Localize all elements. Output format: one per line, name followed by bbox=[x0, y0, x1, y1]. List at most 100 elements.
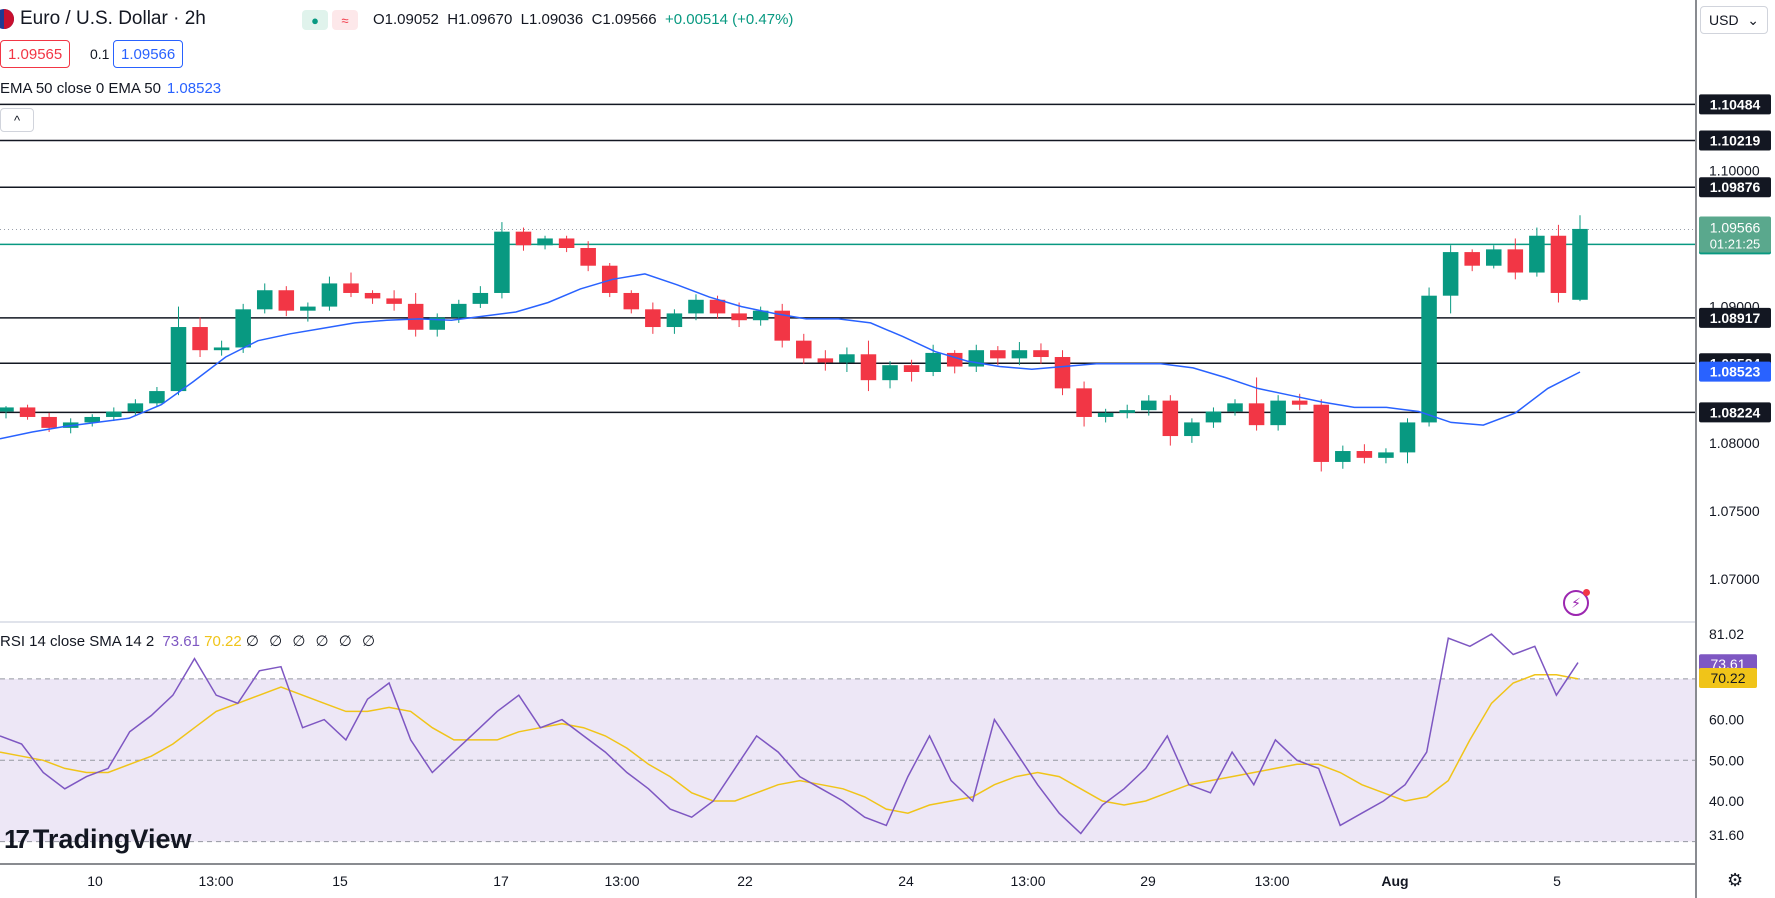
candle-body[interactable] bbox=[709, 299, 726, 314]
candle-body[interactable] bbox=[1442, 252, 1459, 296]
candle-body[interactable] bbox=[494, 231, 510, 293]
candle-body[interactable] bbox=[1464, 252, 1480, 266]
currency-select[interactable]: USD ⌄ bbox=[1700, 6, 1768, 34]
candle-body[interactable] bbox=[451, 303, 467, 318]
candle-body[interactable] bbox=[84, 416, 101, 423]
candle-body[interactable] bbox=[127, 403, 144, 412]
candle-body[interactable] bbox=[192, 327, 208, 351]
candle-body[interactable] bbox=[321, 283, 338, 307]
candle-body[interactable] bbox=[731, 313, 747, 321]
candle-body[interactable] bbox=[1227, 403, 1243, 412]
candle-body[interactable] bbox=[1399, 422, 1416, 453]
candle-body[interactable] bbox=[256, 290, 273, 310]
tradingview-logo[interactable]: 17 TradingView bbox=[4, 824, 191, 855]
rsi-line[interactable] bbox=[0, 633, 1579, 835]
rsi-legend[interactable]: RSI 14 close SMA 14 2 73.61 70.22 ∅ ∅ ∅ … bbox=[0, 632, 378, 650]
candle-body[interactable] bbox=[1335, 451, 1351, 462]
candle-body[interactable] bbox=[515, 231, 532, 246]
candle-body[interactable] bbox=[925, 352, 941, 372]
price-axis-tick-label: 1.08000 bbox=[1709, 435, 1760, 451]
candle-body[interactable] bbox=[688, 299, 704, 314]
candle-body[interactable] bbox=[1485, 249, 1502, 266]
candle-body[interactable] bbox=[796, 340, 812, 359]
collapse-legend-button[interactable]: ^ bbox=[0, 108, 34, 132]
candle-body[interactable] bbox=[580, 248, 596, 266]
candle-body[interactable] bbox=[752, 310, 769, 321]
candle-body[interactable] bbox=[19, 407, 36, 417]
candle-body[interactable] bbox=[537, 238, 553, 246]
candle-body[interactable] bbox=[623, 292, 640, 310]
candle-body[interactable] bbox=[386, 298, 402, 304]
candle-body[interactable] bbox=[774, 310, 790, 341]
candle-body[interactable] bbox=[1205, 411, 1222, 423]
candle-body[interactable] bbox=[1248, 403, 1265, 426]
candle-body[interactable] bbox=[364, 292, 381, 299]
candle-body[interactable] bbox=[1507, 249, 1524, 273]
time-axis-tick-label: 13:00 bbox=[604, 873, 639, 889]
candle-body[interactable] bbox=[343, 283, 359, 293]
candle-body[interactable] bbox=[903, 365, 920, 372]
candle-body[interactable] bbox=[882, 365, 898, 381]
candle-body[interactable] bbox=[1291, 400, 1308, 405]
ema-legend-value: 1.08523 bbox=[166, 80, 222, 97]
candle-body[interactable] bbox=[1054, 357, 1071, 389]
lightning-bolt-icon[interactable]: ⚡ bbox=[1563, 589, 1590, 616]
ohlc-legend: O1.09052 H1.09670 L1.09036 C1.09566 +0.0… bbox=[373, 11, 793, 28]
candle-body[interactable] bbox=[170, 327, 187, 392]
candle-body[interactable] bbox=[1141, 400, 1157, 411]
candle-body[interactable] bbox=[278, 290, 295, 311]
market-open-icon[interactable]: ● bbox=[302, 10, 328, 30]
candle-body[interactable] bbox=[1313, 404, 1330, 462]
price-pane[interactable] bbox=[0, 103, 1695, 472]
time-axis-tick-label: 24 bbox=[898, 873, 914, 889]
candle-body[interactable] bbox=[1378, 452, 1394, 458]
sell-price-button[interactable]: 1.09565 bbox=[0, 40, 71, 68]
candle-body[interactable] bbox=[0, 407, 14, 412]
candle-body[interactable] bbox=[1529, 235, 1545, 273]
candle-body[interactable] bbox=[666, 313, 683, 328]
candle-body[interactable] bbox=[1033, 350, 1049, 358]
candle-body[interactable] bbox=[235, 309, 251, 348]
candle-body[interactable] bbox=[860, 354, 877, 381]
candle-body[interactable] bbox=[990, 350, 1006, 359]
candle-body[interactable] bbox=[1572, 228, 1588, 300]
candle-body[interactable] bbox=[817, 358, 834, 363]
buy-price-button[interactable]: 1.09566 bbox=[113, 40, 184, 68]
rsi-pane[interactable] bbox=[0, 633, 1695, 843]
candle-body[interactable] bbox=[1011, 350, 1028, 359]
candle-body[interactable] bbox=[472, 292, 489, 304]
candle-body[interactable] bbox=[300, 306, 316, 311]
time-axis-tick-label: 15 bbox=[332, 873, 348, 889]
candle-body[interactable] bbox=[1162, 400, 1179, 437]
candle-body[interactable] bbox=[1270, 400, 1286, 426]
rsi-axis-tick-label: 40.00 bbox=[1709, 793, 1744, 809]
ohlc-change: +0.00514 (+0.47%) bbox=[664, 11, 794, 28]
market-status[interactable]: ● ≈ bbox=[302, 10, 358, 30]
gear-icon[interactable]: ⚙ bbox=[1727, 870, 1744, 890]
candle-body[interactable] bbox=[1550, 235, 1567, 293]
candle-body[interactable] bbox=[1184, 422, 1200, 437]
candle-body[interactable] bbox=[106, 411, 122, 417]
candle-body[interactable] bbox=[149, 391, 165, 404]
symbol-title[interactable]: Euro / U.S. Dollar · 2h bbox=[0, 8, 206, 30]
ema-legend[interactable]: EMA 50 close 0 EMA 50 1.08523 bbox=[0, 80, 221, 97]
candle-body[interactable] bbox=[601, 265, 618, 293]
candle-body[interactable] bbox=[407, 303, 424, 330]
candle-body[interactable] bbox=[645, 309, 661, 328]
delayed-data-icon[interactable]: ≈ bbox=[332, 10, 358, 30]
candle-body[interactable] bbox=[1076, 388, 1092, 417]
level-price-badge bbox=[1699, 307, 1771, 328]
candle-body[interactable] bbox=[839, 354, 855, 363]
candle-body[interactable] bbox=[1356, 451, 1373, 458]
rsi-sma-line[interactable] bbox=[0, 674, 1579, 814]
candle-body[interactable] bbox=[1421, 295, 1437, 423]
level-price-label: 1.10219 bbox=[1710, 132, 1761, 148]
candle-body[interactable] bbox=[1097, 412, 1114, 417]
candle-body[interactable] bbox=[1119, 410, 1135, 413]
candle-body[interactable] bbox=[429, 317, 445, 330]
candle-body[interactable] bbox=[213, 347, 230, 351]
ema-50-line[interactable] bbox=[0, 273, 1581, 440]
candle-body[interactable] bbox=[41, 416, 57, 428]
candle-body[interactable] bbox=[558, 238, 575, 248]
